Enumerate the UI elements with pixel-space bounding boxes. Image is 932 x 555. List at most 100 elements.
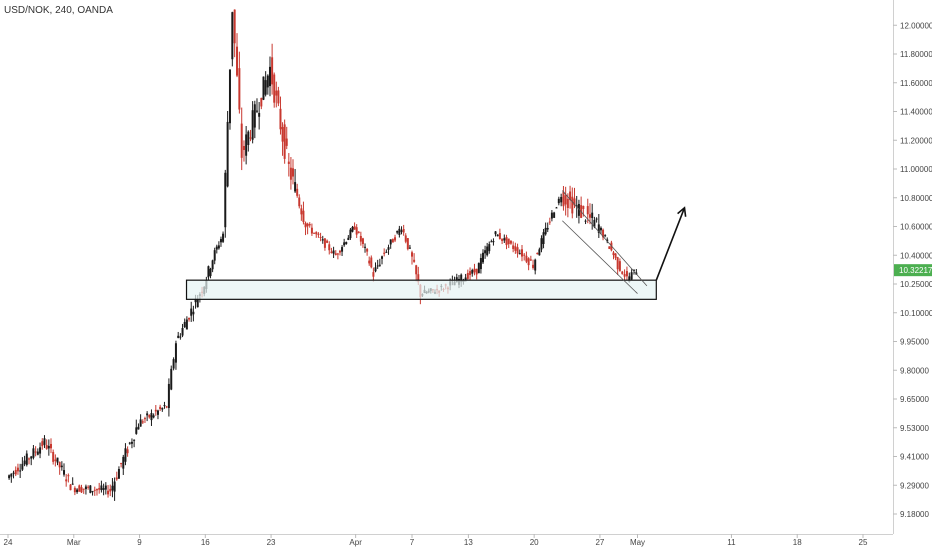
candle-body <box>152 415 155 418</box>
candle-body <box>400 230 403 232</box>
y-tick-label: 11.20000 <box>900 136 932 145</box>
candle-body <box>268 66 271 87</box>
candle-body <box>326 240 329 243</box>
candle-body <box>501 238 504 241</box>
candle-body <box>159 406 162 409</box>
candle-body <box>464 277 467 282</box>
candle-body <box>370 257 373 268</box>
x-tick-label: Mar <box>67 538 81 547</box>
candle-body <box>364 246 367 248</box>
candle-body <box>52 451 55 462</box>
candle-body <box>602 229 605 238</box>
candle-body <box>404 235 407 242</box>
candle-body <box>471 269 474 274</box>
candle-body <box>582 205 585 209</box>
candle-body <box>330 251 333 253</box>
candle-body <box>226 121 229 187</box>
y-tick-label: 11.40000 <box>900 108 932 117</box>
candle-body <box>89 485 92 493</box>
candle-body <box>222 233 225 242</box>
candle-body <box>532 264 535 268</box>
candle-body <box>113 481 116 492</box>
candle-body <box>623 273 626 277</box>
y-tick-label: 10.25000 <box>900 280 932 289</box>
candle-body <box>98 488 101 490</box>
candle-body <box>194 298 197 303</box>
candle-body <box>238 68 241 110</box>
candle-body <box>398 228 401 235</box>
y-tick-label: 11.80000 <box>900 50 932 59</box>
candle-body <box>21 463 24 470</box>
candle-body <box>165 406 168 408</box>
candle-body <box>566 198 569 209</box>
candle-body <box>460 274 463 283</box>
candle-body <box>84 486 87 490</box>
candle-body <box>264 80 267 95</box>
candle-body <box>334 253 337 255</box>
candle-body <box>345 242 348 244</box>
candle-body <box>111 485 114 491</box>
candle-body <box>586 206 589 215</box>
candle-body <box>298 197 301 207</box>
candle-body <box>366 248 369 252</box>
candle-body <box>25 453 28 465</box>
projection-arrow[interactable] <box>655 207 686 281</box>
candle-body <box>213 250 216 261</box>
candle-body <box>60 465 63 468</box>
candle-body <box>143 418 146 420</box>
candle-body <box>12 472 15 474</box>
candle-body <box>50 443 53 449</box>
candle-body <box>285 138 288 146</box>
x-tick-label: 20 <box>530 538 539 547</box>
candle-body <box>71 483 74 485</box>
candle-body <box>417 274 420 283</box>
candle-body <box>341 247 344 252</box>
candle-body <box>351 226 354 232</box>
candle-body <box>148 414 151 418</box>
candle-body <box>130 441 133 444</box>
candle-body <box>258 112 261 117</box>
candle-body <box>584 220 587 222</box>
candle-body <box>120 463 123 465</box>
candle-body <box>43 438 46 445</box>
candle-body <box>387 247 390 250</box>
candle-body <box>228 69 231 124</box>
candle-body <box>378 264 381 266</box>
candle-body <box>73 487 76 493</box>
candle-body <box>141 421 144 423</box>
candle-body <box>76 489 79 493</box>
candle-body <box>372 272 375 277</box>
candle-body <box>82 488 85 490</box>
candle-body <box>109 488 112 492</box>
candle-body <box>560 197 563 203</box>
candle-body <box>183 321 186 328</box>
candle-body <box>503 238 506 241</box>
x-tick-label: 13 <box>464 538 473 547</box>
candle-body <box>196 299 199 308</box>
candle-body <box>353 226 356 230</box>
candle-body <box>247 131 250 145</box>
candle-body <box>219 239 222 243</box>
y-tick-label: 9.65000 <box>900 395 929 404</box>
x-tick-label: 23 <box>267 538 276 547</box>
candle-body <box>608 246 611 249</box>
candle-body <box>313 232 316 234</box>
candle-body <box>411 252 414 257</box>
candle-body <box>573 198 576 206</box>
candle-body <box>368 260 371 264</box>
candle-body <box>91 491 94 493</box>
candle-body <box>45 444 48 449</box>
candle-body <box>625 271 628 277</box>
candle-body <box>211 260 214 270</box>
support-zone[interactable] <box>185 279 657 300</box>
channel-upper-line[interactable] <box>562 190 648 287</box>
channel-lower-line[interactable] <box>562 220 638 294</box>
candle-body <box>553 212 556 218</box>
candle-body <box>63 470 66 475</box>
candle-body <box>385 251 388 253</box>
candle-body <box>188 318 191 320</box>
candle-body <box>542 232 545 245</box>
candle-body <box>538 249 541 256</box>
